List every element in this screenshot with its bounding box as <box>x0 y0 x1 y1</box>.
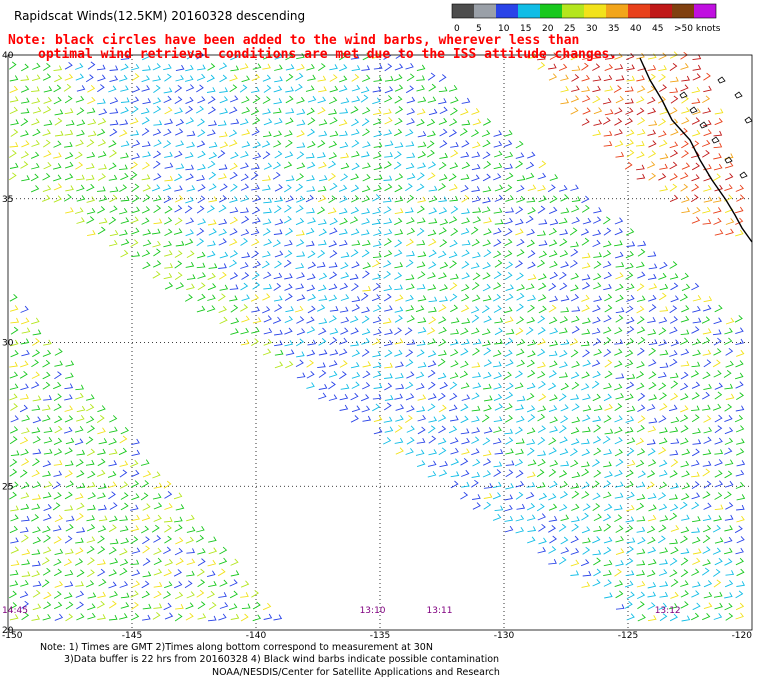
legend-swatch-2 <box>496 4 518 18</box>
barb-group-1 <box>75 51 745 622</box>
lat-label-0: 40 <box>2 51 14 61</box>
barb-group-6 <box>548 52 735 225</box>
coastline-path <box>639 57 753 243</box>
legend-swatch-9 <box>650 4 672 18</box>
barb-group-7 <box>8 65 294 622</box>
time-labels: 14:45 13:10 13:11 13:12 <box>2 606 681 616</box>
coastline <box>639 57 753 243</box>
barb-group-2 <box>8 52 746 622</box>
axis-labels: 40 35 30 25 20-150 -145 -140 -135 -130 -125 -120 <box>2 51 752 641</box>
barb-group-4 <box>537 53 734 203</box>
legend-swatch-8 <box>628 4 650 18</box>
legend-border <box>451 3 717 19</box>
legend-label-5: 25 <box>564 24 575 34</box>
legend-swatch-1 <box>474 4 496 18</box>
lat-label-2: 30 <box>2 339 14 349</box>
map-title: Rapidscat Winds(12.5KM) 20160328 descend… <box>14 9 306 23</box>
island-7 <box>734 91 743 99</box>
red-warning-note: Note: black circles have been added to t… <box>8 34 617 62</box>
footer-credit: NOAA/NESDIS/Center for Satellite Applica… <box>212 667 500 678</box>
legend-label-4: 20 <box>542 24 554 34</box>
legend-swatch-10 <box>672 4 694 18</box>
island-8 <box>744 116 753 124</box>
legend-label-9: 45 <box>652 24 663 34</box>
legend-swatch-5 <box>562 4 584 18</box>
legend-label-1: 5 <box>476 24 482 34</box>
lon-label-3: -135 <box>370 631 390 641</box>
island-1 <box>689 106 698 114</box>
barb-group-5 <box>549 51 745 236</box>
plot-border <box>7 54 753 631</box>
lon-label-5: -125 <box>618 631 638 641</box>
legend-label-10: >50 knots <box>674 24 721 34</box>
island-6 <box>717 76 726 84</box>
island-4 <box>724 156 733 164</box>
island-3 <box>711 136 720 144</box>
legend-swatch-3 <box>518 4 540 18</box>
time-label-0: 14:45 <box>2 606 28 616</box>
note-line-1: Note: black circles have been added to t… <box>8 33 580 48</box>
legend-label-3: 15 <box>520 24 531 34</box>
time-label-2: 13:11 <box>427 606 453 616</box>
legend-swatch-7 <box>606 4 628 18</box>
time-label-1: 13:10 <box>360 606 386 616</box>
barb-group-3 <box>9 51 745 622</box>
lat-label-4: 20 <box>2 626 14 636</box>
footer-note-1: Note: 1) Times are GMT 2)Times along bot… <box>40 642 433 653</box>
island-2 <box>699 121 708 129</box>
legend-swatch-4 <box>540 4 562 18</box>
footer-note-2: 3)Data buffer is 22 hrs from 20160328 4)… <box>64 654 500 665</box>
legend-label-6: 30 <box>586 24 598 34</box>
lon-label-1: -145 <box>122 631 142 641</box>
lon-label-4: -130 <box>494 631 515 641</box>
time-label-3: 13:12 <box>655 606 681 616</box>
legend-swatch-0 <box>452 4 474 18</box>
lon-label-6: -120 <box>732 631 753 641</box>
legend-swatch-6 <box>584 4 606 18</box>
lat-label-1: 35 <box>2 195 13 205</box>
note-line-2: optimal wind retrieval conditions are me… <box>38 47 618 62</box>
lon-label-2: -140 <box>246 631 267 641</box>
barb-group-0 <box>10 51 746 622</box>
legend-label-7: 35 <box>608 24 619 34</box>
legend-label-0: 0 <box>454 24 460 34</box>
island-5 <box>739 171 748 179</box>
legend-swatch-11 <box>694 4 716 18</box>
legend-label-2: 10 <box>498 24 510 34</box>
map-frame <box>7 54 753 631</box>
wind-barbs <box>8 51 746 622</box>
legend-label-8: 40 <box>630 24 642 34</box>
color-legend: 0 5 10 15 20 25 30 35 40 45 >50 knots <box>451 3 721 34</box>
lon-label-0: -150 <box>2 631 23 641</box>
island-0 <box>679 91 688 99</box>
lat-label-3: 25 <box>2 482 13 492</box>
